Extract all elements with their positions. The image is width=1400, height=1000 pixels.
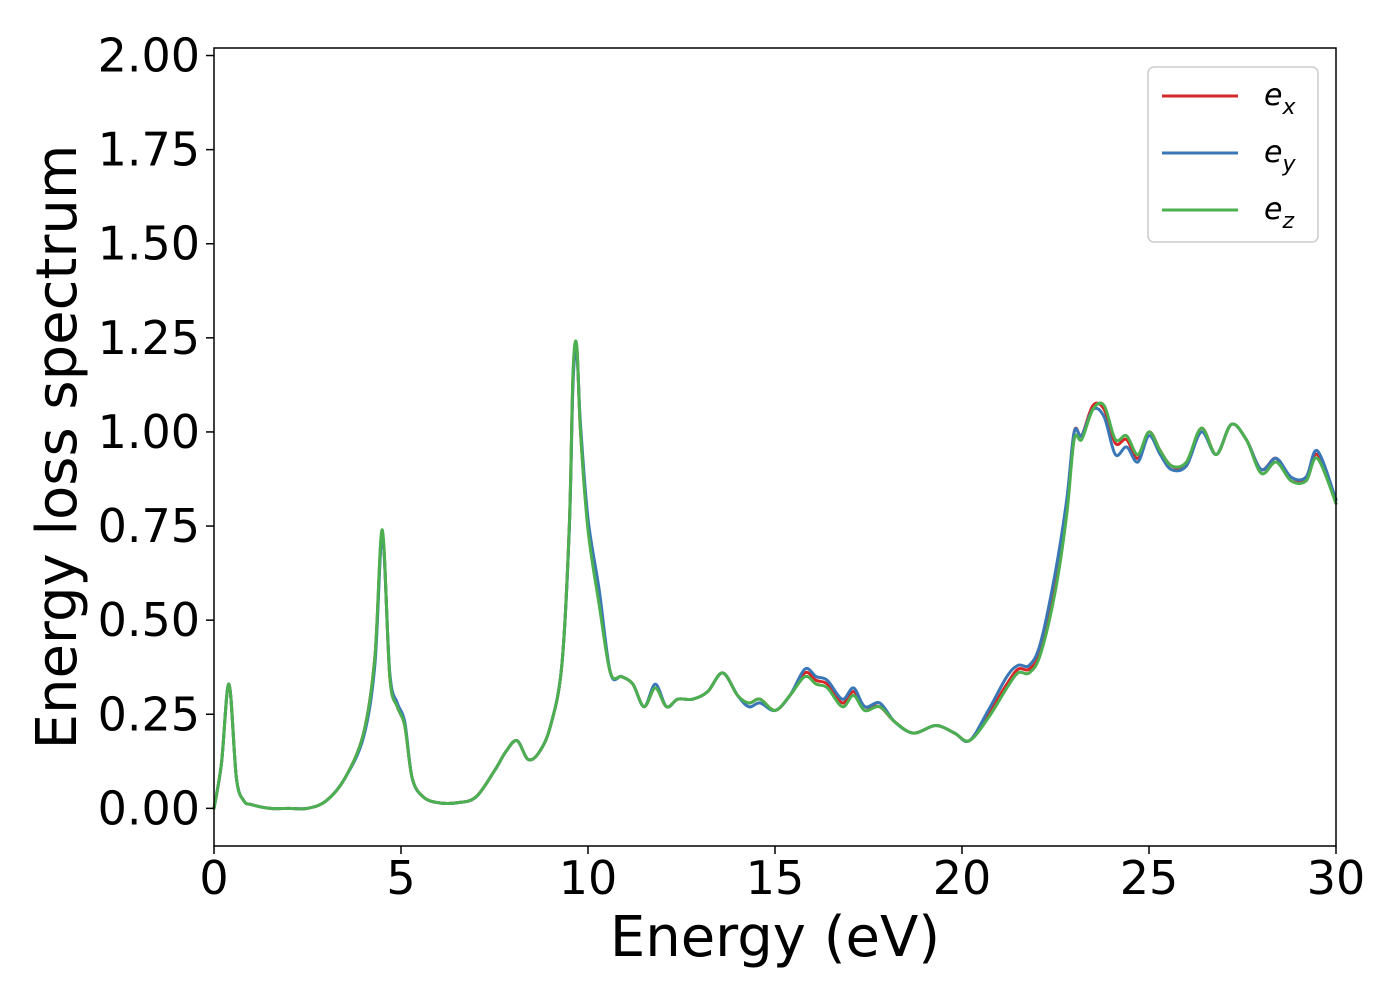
y-axis-title: Energy loss spectrum [25,145,90,750]
x-tick-label: 20 [933,851,992,905]
legend-label-ez: ez [1264,192,1294,234]
y-axis: 0.00 0.25 0.50 0.75 1.00 1.25 1.50 1.75 2.00 [98,29,214,835]
y-tick-label: 2.00 [98,29,200,83]
x-tick-label: 5 [386,851,415,905]
x-tick-label: 30 [1307,851,1366,905]
y-tick-label: 0.25 [98,687,200,741]
legend: ex ey ez [1147,66,1319,243]
x-tick-label: 10 [559,851,618,905]
x-axis-title: Energy (eV) [610,905,940,970]
y-tick-label: 1.25 [98,311,200,365]
y-tick-label: 1.75 [98,123,200,177]
y-tick-label: 1.50 [98,217,200,271]
series-line-ez [212,339,1338,811]
x-tick-label: 0 [199,851,228,905]
x-tick-label: 25 [1120,851,1179,905]
y-tick-label: 0.00 [98,781,200,835]
x-tick-label: 15 [746,851,805,905]
y-tick-label: 1.00 [98,405,200,459]
x-axis: 0 5 10 15 20 25 30 [199,846,1365,905]
y-tick-label: 0.50 [98,593,200,647]
legend-label-ex: ex [1264,78,1296,120]
y-tick-label: 0.75 [98,499,200,553]
legend-label-ey: ey [1264,135,1296,177]
series-layer [212,339,1338,811]
